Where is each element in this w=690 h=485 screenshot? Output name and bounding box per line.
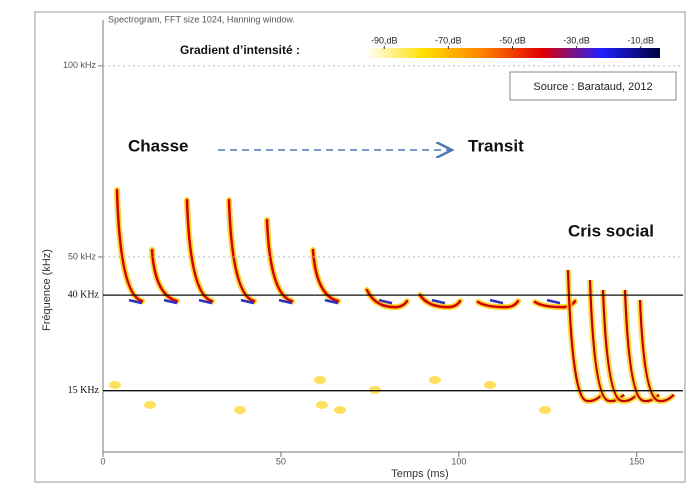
annotation: Chasse [128,136,188,155]
call [418,293,462,309]
call [365,288,409,309]
call [240,298,255,305]
x-axis-label: Temps (ms) [391,468,448,480]
call [278,298,293,305]
x-tick-label: 150 [629,456,644,466]
annotation: Transit [468,136,524,155]
call [431,298,446,305]
call [489,298,504,305]
noise [429,376,441,384]
source: Source : Barataud, 2012 [533,81,652,93]
social-call [566,269,603,403]
noise [314,376,326,384]
x-tick-label: 0 [100,456,105,466]
x-tick-label: 100 [451,456,466,466]
call [185,198,214,303]
call [265,218,294,303]
colorbar-title: Gradient d’intensité : [180,43,300,57]
noise [334,406,346,414]
y-tick-label: 50 kHz [68,251,97,261]
call [150,248,179,303]
y-tick-label: 100 kHz [63,60,97,70]
reference-label: 40 KHz [68,289,100,300]
noise [234,406,246,414]
colorbar-label: -10,dB [627,35,654,45]
call [476,299,520,309]
call [311,248,340,303]
colorbar [365,48,660,58]
call [128,298,143,305]
noise [369,386,381,394]
colorbar-label: -90,dB [371,35,398,45]
call [115,188,144,303]
reference-label: 15 KHz [68,385,100,396]
social-call [638,299,675,403]
colorbar-label: -30,dB [563,35,590,45]
noise [144,401,156,409]
colorbar-label: -50,dB [499,35,526,45]
colorbar-label: -70,dB [435,35,462,45]
x-tick-label: 50 [276,456,286,466]
noise [109,381,121,389]
chart-title: Spectrogram, FFT size 1024, Hanning wind… [108,14,295,24]
social-call [601,289,638,403]
calls [109,187,677,414]
source-box [509,71,677,101]
call [227,198,256,303]
call [546,298,561,305]
noise [539,406,551,414]
noise [316,401,328,409]
noise [484,381,496,389]
call [378,298,393,305]
call [163,298,178,305]
call [198,298,213,305]
annotation: Cris social [568,221,654,240]
y-axis-label: Fréquence (kHz) [41,249,53,331]
call [324,298,339,305]
